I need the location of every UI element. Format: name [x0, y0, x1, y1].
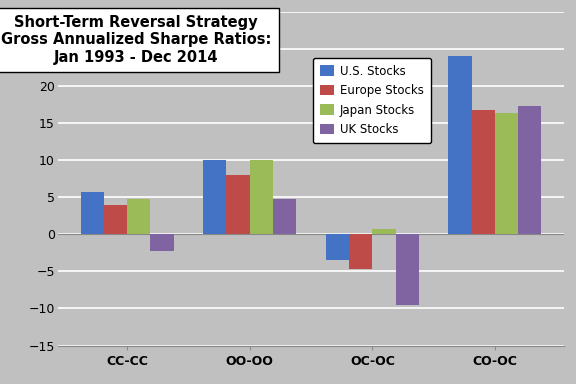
Bar — [372, 229, 396, 234]
Bar — [250, 160, 273, 234]
Bar — [495, 113, 518, 234]
Bar — [226, 175, 250, 234]
Text: Short-Term Reversal Strategy
Gross Annualized Sharpe Ratios:
Jan 1993 - Dec 2014: Short-Term Reversal Strategy Gross Annua… — [1, 15, 271, 65]
Bar — [326, 234, 349, 260]
Bar — [273, 199, 296, 234]
Bar — [203, 160, 226, 234]
Bar — [104, 205, 127, 234]
Bar — [81, 192, 104, 234]
Legend: U.S. Stocks, Europe Stocks, Japan Stocks, UK Stocks: U.S. Stocks, Europe Stocks, Japan Stocks… — [313, 58, 431, 143]
Bar — [448, 56, 472, 234]
Bar — [150, 234, 174, 251]
Bar — [349, 234, 372, 269]
Bar — [396, 234, 419, 305]
Bar — [472, 110, 495, 234]
Bar — [518, 106, 541, 234]
Bar — [127, 199, 150, 234]
